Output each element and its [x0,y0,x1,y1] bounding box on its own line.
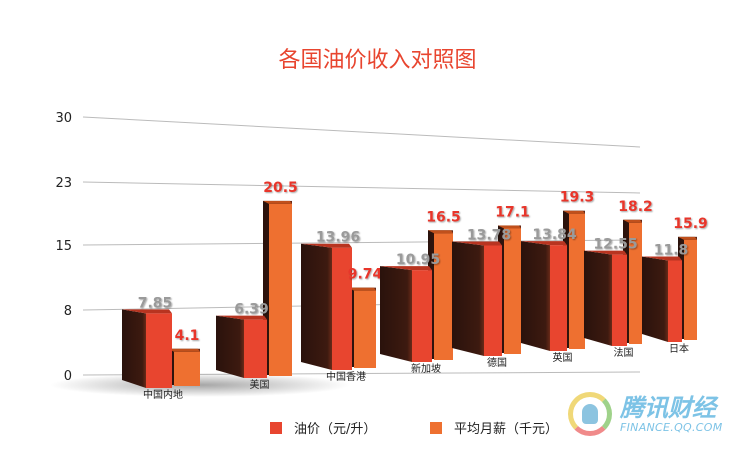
salary-value-label: 17.1 [495,204,530,220]
gridline [82,116,641,148]
oil-value-label: 6.39 [234,302,269,318]
salary-bar-top [678,236,697,240]
chart-title: 各国油价收入对照图 [278,48,477,73]
oil-bar-top [380,266,432,271]
oil-bar-side [584,250,612,346]
legend-label-salary: 平均月薪（千元） [454,422,559,437]
salary-bar [354,290,376,368]
oil-value-label: 11.8 [654,242,689,258]
salary-bar [504,228,521,354]
salary-value-label: 16.5 [426,209,461,225]
oil-bar-top [642,256,682,261]
salary-bar [569,213,585,349]
y-tick-label: 8 [64,304,72,319]
oil-value-label: 13.84 [532,227,577,243]
bar-group: 13.78 17.1 德国 [452,204,530,369]
oil-value-label: 13.78 [467,227,511,243]
gridline [82,239,641,246]
oil-bar-side [301,243,332,370]
qq-logo-icon [568,392,612,436]
oil-value-label: 10.95 [396,252,440,268]
legend-swatch-salary [430,421,442,434]
bar-group: 11.8 15.9 日本 [642,216,708,355]
oil-bar [550,245,567,351]
oil-value-label: 13.96 [316,230,360,246]
oil-bar [332,247,352,370]
legend-swatch-oil [270,421,282,434]
category-label: 英国 [553,351,573,364]
salary-bar-top [168,348,200,352]
salary-value-label: 4.1 [175,328,200,344]
oil-bar [146,313,172,388]
salary-value-label: 9.74 [348,267,383,283]
oil-bar [612,254,627,346]
gridline [82,181,641,194]
y-tick-label: 0 [64,369,72,384]
salary-value-label: 15.9 [673,216,708,232]
salary-bar [629,222,642,344]
oil-bar-side [521,241,550,351]
legend-label-oil: 油价（元/升） [294,422,377,437]
salary-value-label: 19.3 [560,190,595,206]
tencent-finance-logo: 腾讯财经 FINANCE.QQ.COM [568,392,723,436]
salary-value-label: 18.2 [618,199,653,215]
oil-bar [244,319,267,378]
salary-bar [684,239,697,340]
salary-bar-top [428,230,453,234]
bar-group: 12.55 18.2 法国 [584,199,653,359]
category-label: 中国香港 [326,370,366,383]
oil-bar-top [122,309,172,314]
legend-item-oil: 油价（元/升） [270,418,376,437]
bar-group: 7.85 4.1 中国内地 [122,295,200,401]
salary-bar-top [563,210,585,214]
oil-bar-side [122,309,146,388]
oil-bar-side [216,315,244,378]
salary-bar [269,203,292,376]
oil-value-label: 12.55 [593,237,637,253]
oil-bar [484,245,502,356]
y-tick-label: 30 [55,111,72,126]
y-tick-label: 15 [55,239,72,254]
salary-bar-top [263,200,292,204]
bar-group: 13.96 9.74 中国香港 [301,230,383,383]
oil-bar-side [452,241,484,356]
salary-bar-top [348,287,376,291]
bar-group: 6.39 20.5 美国 [216,180,298,391]
category-label: 日本 [669,342,689,355]
logo-name: 腾讯财经 [620,393,716,422]
category-label: 法国 [614,346,634,359]
salary-bar-top [623,219,642,223]
y-tick-label: 23 [55,176,72,191]
oil-bar-top [452,241,502,246]
oil-bar-side [642,256,668,342]
legend-item-salary: 平均月薪（千元） [430,418,558,437]
oil-bar [412,270,432,362]
salary-value-label: 20.5 [263,180,298,196]
oil-bar [668,260,682,342]
oil-bar-top [584,250,627,255]
oil-bar-top [521,241,567,246]
salary-bar [434,233,453,360]
category-label: 新加坡 [411,362,441,375]
salary-bar [174,351,200,386]
bar-group: 10.95 16.5 新加坡 [380,209,461,375]
category-label: 德国 [487,356,507,369]
oil-bar-top [301,243,352,248]
oil-bar-top [216,315,267,320]
category-label: 中国内地 [143,388,183,401]
category-label: 美国 [250,378,270,391]
salary-bar-top [498,225,521,229]
oil-bar-side [380,266,412,362]
logo-url: FINANCE.QQ.COM [620,420,723,434]
oil-value-label: 7.85 [138,295,173,311]
bar-group: 13.84 19.3 英国 [521,190,594,364]
